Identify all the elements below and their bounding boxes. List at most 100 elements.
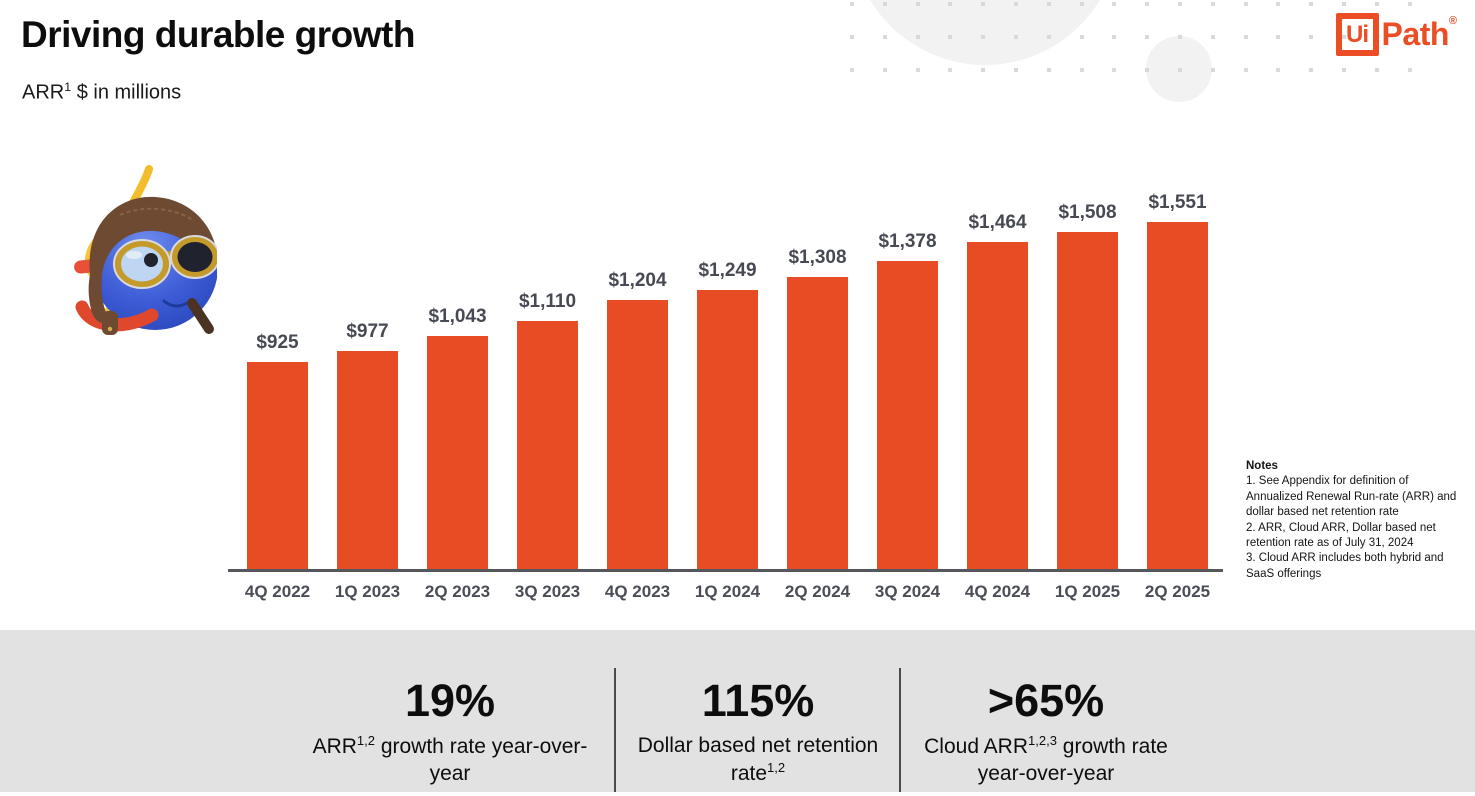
bar (787, 277, 848, 570)
stat-value: 19% (404, 675, 496, 726)
dot-decoration (850, 35, 854, 39)
notes-heading: Notes (1246, 460, 1278, 472)
stat-footnote-marker: 1,2 (356, 732, 375, 748)
notes-block: Notes 1. See Appendix for definition of … (1246, 459, 1466, 582)
dot-decoration (916, 68, 920, 72)
mascot-cap-rivet (107, 326, 113, 332)
bar (337, 351, 398, 570)
stat-footnote-marker: 1,2,3 (1028, 732, 1057, 748)
dot-decoration (948, 68, 952, 72)
dot-decoration (850, 2, 854, 6)
dot-decoration (1276, 2, 1280, 6)
subtitle-text: ARR (22, 81, 65, 104)
stats-band: 19% ARR1,2 growth rate year-over-year 11… (0, 630, 1475, 792)
mascot-robot-image (74, 165, 217, 335)
bar-group-1q-2024: $1,249 1Q 2024 (695, 222, 760, 601)
dot-decoration (1408, 68, 1412, 72)
dot-decoration (1276, 68, 1280, 72)
bar-value-label: $1,204 (608, 270, 667, 291)
bar-group-2q-2023: $1,043 2Q 2023 (425, 222, 490, 601)
stat-label-text-rest: growth rate year-over-year (977, 734, 1168, 786)
bar-category-label: 3Q 2023 (514, 582, 581, 601)
bar (967, 242, 1028, 570)
bar-group-1q-2023: $977 1Q 2023 (335, 222, 400, 601)
bar-group-4q-2023: $1,204 4Q 2023 (605, 222, 670, 601)
dot-decoration (1112, 2, 1116, 6)
stat-dollar-based-net-retention: 115% Dollar based net retention rate1,2 (622, 676, 894, 788)
bar (607, 300, 668, 570)
stat-label-text: Cloud ARR (924, 734, 1029, 758)
uipath-logo-box: Ui (1335, 13, 1379, 56)
bar-category-label: 1Q 2023 (334, 582, 401, 601)
mascot-cap (88, 196, 217, 324)
dot-decoration (1080, 35, 1084, 39)
dot-decoration (1211, 2, 1215, 6)
bar (1147, 222, 1208, 570)
dot-decoration (1309, 35, 1313, 39)
uipath-logo-wordmark: Path (1381, 16, 1450, 52)
bar-category-label: 1Q 2025 (1054, 582, 1121, 601)
dot-decoration (1014, 68, 1018, 72)
bar-group-2q-2024: $1,308 2Q 2024 (785, 222, 850, 601)
circle-decoration-large (851, 0, 1119, 65)
uipath-logo: Ui Path ® (1335, 13, 1457, 56)
bar-category-label: 2Q 2024 (784, 582, 851, 601)
dot-decoration (1080, 68, 1084, 72)
bar-group-4q-2024: $1,464 4Q 2024 (965, 212, 1030, 601)
stat-label-text: ARR (312, 734, 357, 758)
bar (697, 290, 758, 570)
bar-category-label: 2Q 2025 (1144, 582, 1211, 601)
mascot-smile (162, 299, 189, 308)
dot-decoration (1145, 35, 1149, 39)
bar (427, 336, 488, 570)
dot-decoration (1145, 2, 1149, 6)
dot-decoration (1112, 68, 1116, 72)
bar-value-label: $1,249 (698, 260, 757, 281)
bar-category-label: 2Q 2023 (424, 582, 491, 601)
stat-footnote-marker: 1,2 (767, 760, 786, 776)
dot-decoration (1309, 2, 1313, 6)
dot-decoration (981, 68, 985, 72)
bar-value-label: $1,308 (788, 247, 847, 268)
lens-highlight (126, 251, 142, 259)
dot-decoration (1276, 35, 1280, 39)
bar-value-label: $1,378 (878, 231, 937, 252)
bar (877, 261, 938, 570)
bar-group-3q-2023: $1,110 3Q 2023 (515, 222, 580, 601)
stat-arr-growth: 19% ARR1,2 growth rate year-over-year (310, 676, 590, 788)
bar-category-label: 1Q 2024 (694, 582, 761, 601)
circle-decoration-small (1146, 36, 1212, 102)
bar-value-label: $925 (256, 332, 299, 353)
dot-decoration (1244, 68, 1248, 72)
dot-decoration (883, 35, 887, 39)
slide-subtitle: ARR1 $ in millions (22, 80, 181, 105)
dot-decoration (883, 68, 887, 72)
bar (517, 321, 578, 570)
dot-decoration (1047, 68, 1051, 72)
dot-decoration (1211, 35, 1215, 39)
stat-cloud-arr-growth: >65% Cloud ARR1,2,3 growth rate year-ove… (912, 676, 1180, 788)
stat-label: ARR1,2 growth rate year-over-year (310, 732, 590, 789)
stat-value: >65% (987, 675, 1105, 726)
dot-decoration (1408, 2, 1412, 6)
dot-decoration (850, 68, 854, 72)
stat-label: Dollar based net retention rate1,2 (622, 732, 894, 789)
dot-decoration (1178, 2, 1182, 6)
note-item-2: 2. ARR, Cloud ARR, Dollar based net rete… (1246, 521, 1436, 550)
dot-decoration (1342, 68, 1346, 72)
bar-group-4q-2022: $925 4Q 2022 (245, 222, 310, 601)
bar-category-label: 4Q 2023 (604, 582, 671, 601)
mascot-cap-flap (102, 311, 118, 335)
mascot-chin-strap (187, 298, 214, 334)
note-item-1: 1. See Appendix for definition of Annual… (1246, 475, 1457, 519)
bar-value-label: $1,508 (1058, 202, 1117, 223)
bar-category-label: 3Q 2024 (874, 582, 941, 601)
subtitle-text-rest: $ in millions (71, 81, 182, 104)
mascot-eye (144, 253, 158, 267)
stat-divider (899, 668, 901, 792)
bar-category-label: 4Q 2022 (244, 582, 311, 601)
bar-category-label: 4Q 2024 (964, 582, 1031, 601)
bar-group-3q-2024: $1,378 3Q 2024 (875, 222, 940, 601)
x-axis-line (228, 569, 1223, 572)
dot-decoration (1342, 2, 1346, 6)
